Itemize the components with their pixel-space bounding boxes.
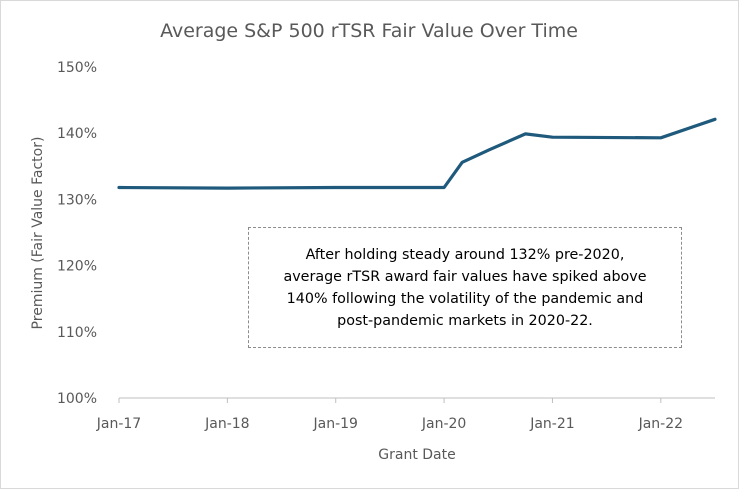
y-axis-title: Premium (Fair Value Factor) <box>30 137 46 330</box>
x-tick-label: Jan-20 <box>421 416 466 432</box>
y-tick-label: 120% <box>57 259 97 275</box>
series-layer <box>117 117 717 190</box>
y-tick-label: 140% <box>57 126 97 142</box>
x-axis-ticks: Jan-17 Jan-18 Jan-19 Jan-20 Jan-21 Jan-22 <box>96 398 683 432</box>
x-tick-label: Jan-17 <box>96 416 141 432</box>
chart-title: Average S&P 500 rTSR Fair Value Over Tim… <box>160 20 578 42</box>
y-tick-label: 110% <box>57 325 97 341</box>
x-tick-label: Jan-18 <box>204 416 249 432</box>
y-tick-label: 150% <box>57 60 97 76</box>
x-tick-label: Jan-22 <box>638 416 683 432</box>
annotation-text: After holding steady around 132% pre-202… <box>283 244 646 332</box>
annotation-line: average rTSR award fair values have spik… <box>283 268 647 285</box>
annotation-line: 140% following the volatility of the pan… <box>286 290 644 307</box>
y-axis-ticks: 100% 110% 120% 130% 140% 150% <box>57 60 97 407</box>
x-axis-title: Grant Date <box>378 447 455 463</box>
y-tick-label: 100% <box>57 391 97 407</box>
y-tick-label: 130% <box>57 192 97 208</box>
x-tick-label: Jan-19 <box>313 416 358 432</box>
annotation-line: post-pandemic markets in 2020-22. <box>337 312 593 329</box>
annotation-box: After holding steady around 132% pre-202… <box>248 227 682 348</box>
x-tick-label: Jan-21 <box>529 416 574 432</box>
annotation-line: After holding steady around 132% pre-202… <box>305 246 625 263</box>
series-line <box>117 117 717 190</box>
